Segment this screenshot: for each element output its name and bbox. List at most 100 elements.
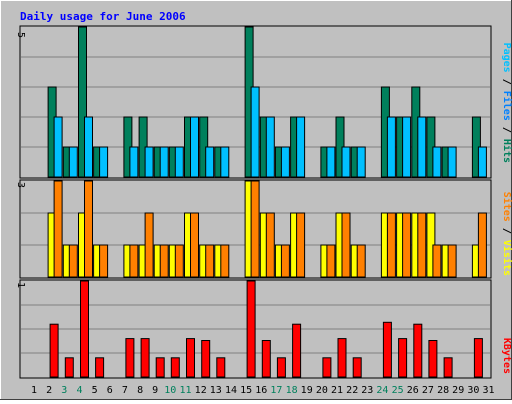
sites-bar [386,212,396,278]
files-bar [205,146,215,178]
files-bar [250,86,260,178]
files-bar [447,146,457,178]
day-label: 22 [346,385,358,396]
kbytes-bar [473,338,483,378]
day-label: 30 [467,385,479,396]
files-bar [326,146,336,178]
files-bar [129,146,139,178]
bars-layer [21,26,490,378]
sites-bar [144,212,154,278]
sites-bar [250,180,260,278]
legend-visits: Visits [501,240,512,276]
kbytes-bar [413,323,423,378]
legend-hits-files: Pages / Files / Hits [501,43,512,163]
sites-bar [417,212,427,278]
kbytes-bar [155,357,165,378]
files-bar [144,146,154,178]
kbytes-bar [443,357,453,378]
kbytes-bar [170,357,180,378]
files-bar [417,116,427,178]
kbytes-bar [140,338,150,378]
sites-bar [280,244,290,278]
day-label: 24 [376,385,388,396]
sites-bar [174,244,184,278]
day-label: 21 [331,385,343,396]
day-label: 14 [225,385,237,396]
files-bar [341,146,351,178]
legend-files: Files [501,91,512,121]
legend-hits-files-text: Pages / Files / Hits [501,43,512,163]
files-bar [386,116,396,178]
day-label: 18 [286,385,298,396]
sites-bar [159,244,169,278]
sites-bar [53,180,63,278]
kbytes-bar [292,323,302,378]
legend-visits-sites-text: Sites / Visits [501,192,512,276]
day-label: 10 [164,385,176,396]
day-label: 8 [137,385,143,396]
kbytes-bar [261,340,271,378]
hits-bar [78,26,87,178]
day-label: 31 [482,385,494,396]
day-label: 6 [107,385,113,396]
sites-bar [477,212,487,278]
day-label: 5 [92,385,98,396]
sites-bar [129,244,139,278]
files-bar [53,116,63,178]
sites-bar [265,212,275,278]
y-tick-visits: 3 [15,182,26,188]
day-label: 26 [407,385,419,396]
day-label: 29 [452,385,464,396]
sites-bar [402,212,412,278]
day-label: 20 [316,385,328,396]
sites-bar [432,244,442,278]
files-bar [174,146,184,178]
sites-bar [84,180,93,278]
y-tick-kbytes: 1 [15,282,26,288]
files-bar [190,116,199,178]
sites-bar [220,244,230,278]
files-bar [68,146,78,178]
day-label: 2 [46,385,52,396]
sites-bar [356,244,366,278]
day-label: 25 [392,385,404,396]
sites-bar [99,244,109,278]
files-bar [402,116,412,178]
kbytes-bar [201,340,211,378]
kbytes-bar [382,321,392,378]
legend-sites: Sites [501,192,512,222]
kbytes-bar [80,280,89,378]
kbytes-bar [246,280,256,378]
day-label: 23 [361,385,373,396]
day-label: 17 [270,385,282,396]
day-label: 28 [437,385,449,396]
day-label: 1 [31,385,37,396]
legend-sep-2: / [501,121,512,139]
day-label: 12 [195,385,207,396]
files-bar [432,146,442,178]
sites-bar [68,244,78,278]
kbytes-bar [398,338,408,378]
day-labels: 1 2 3 4 5 6 7 8 9 10 11 12 13 14 15 16 17 18 19 20 21 22 23 24 2… [31,385,495,396]
day-label: 7 [122,385,128,396]
kbytes-bar [186,338,195,378]
legend-sep-1: / [501,73,512,91]
sites-bar [341,212,351,278]
kbytes-bar [337,338,347,378]
sites-bar [326,244,336,278]
kbytes-bar [428,340,438,378]
files-bar [265,116,275,178]
files-bar [84,116,93,178]
files-bar [356,146,366,178]
sites-bar [296,212,306,278]
sites-bar [447,244,457,278]
day-label: 16 [255,385,267,396]
legend-kbytes: KBytes [501,338,512,374]
legend-sep-3: / [501,222,512,240]
day-label: 4 [76,385,82,396]
day-label: 15 [240,385,252,396]
y-tick-hits: 5 [15,32,26,38]
sites-bar [205,244,215,278]
files-bar [220,146,230,178]
